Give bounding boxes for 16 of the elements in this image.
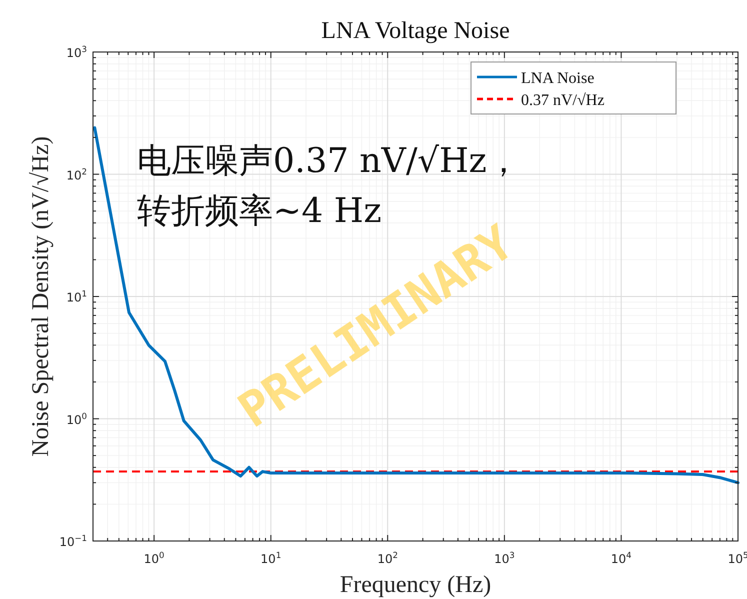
y-tick-label: 10$^{0}$ — [66, 410, 87, 427]
y-tick-label: 10$^{−1}$ — [59, 533, 87, 549]
chart-title: LNA Voltage Noise — [321, 18, 510, 44]
y-tick-label: 10$^{3}$ — [66, 44, 87, 60]
x-tick-label: 10$^{4}$ — [610, 550, 632, 566]
legend-label: LNA Noise — [521, 70, 594, 87]
annotation: 电压噪声0.37 nV/√Hz， — [137, 141, 521, 181]
x-tick-label: 10$^{0}$ — [144, 550, 164, 566]
x-tick-label: 10$^{1}$ — [260, 550, 282, 566]
x-axis-title: Frequency (Hz) — [340, 572, 492, 598]
y-axis-title: Noise Spectral Density (nV/√Hz) — [28, 136, 54, 457]
legend-label: 0.37 nV/√Hz — [521, 92, 604, 109]
x-tick-label: 10$^{2}$ — [377, 550, 398, 566]
y-tick-label: 10$^{1}$ — [66, 288, 87, 304]
x-tick-label: 10$^{3}$ — [494, 550, 515, 566]
y-tick-label: 10$^{2}$ — [66, 166, 87, 182]
